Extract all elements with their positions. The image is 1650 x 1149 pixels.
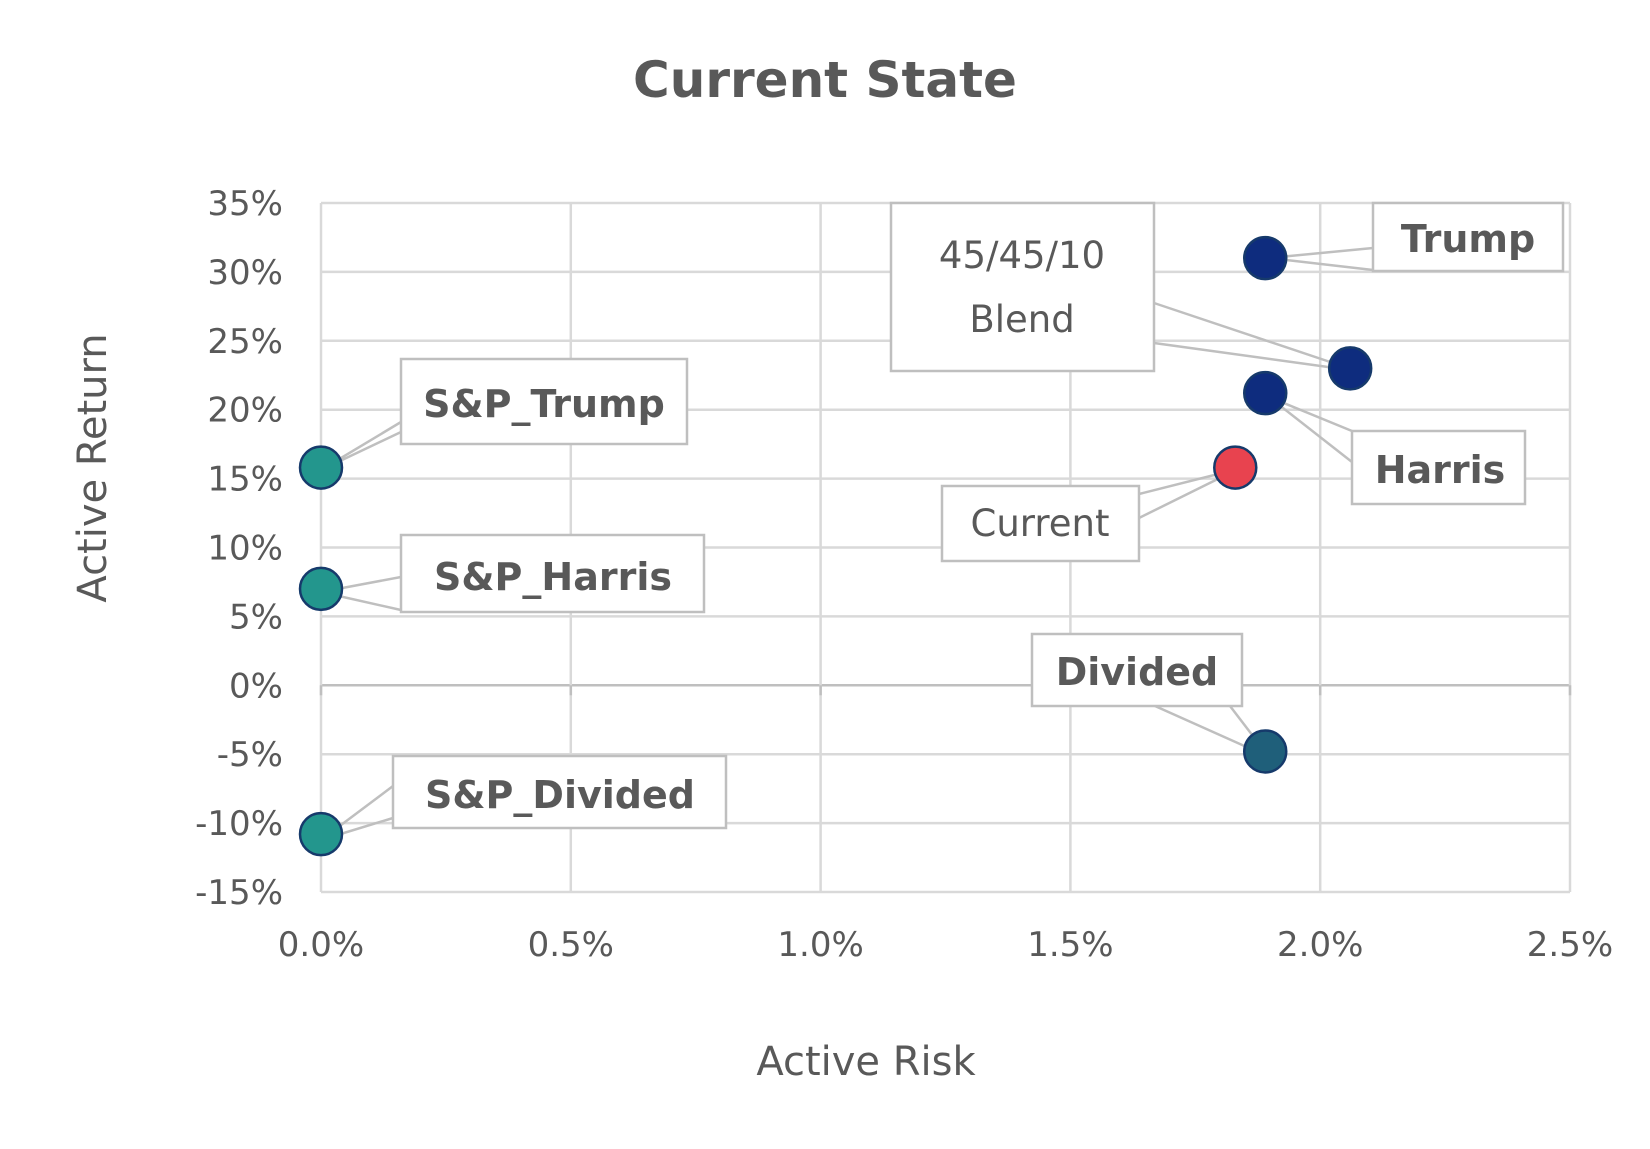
y-tick-label: -15%	[195, 873, 283, 913]
point-harris	[1242, 370, 1288, 416]
point-45-45-10-blend	[1327, 346, 1373, 391]
data-label-45-45-10-blend: 45/45/10	[939, 234, 1105, 277]
y-tick-label: 10%	[207, 529, 283, 569]
y-tick-label: 0%	[229, 666, 283, 706]
point-s-p-harris	[298, 566, 344, 612]
y-axis-title: Active Return	[70, 333, 116, 602]
x-tick-label: 1.0%	[777, 925, 863, 965]
x-tick-label: 2.5%	[1527, 925, 1613, 965]
data-label-box-s-p-harris	[399, 533, 706, 614]
y-tick-label: -5%	[217, 735, 283, 775]
data-label-divided: Divided	[1056, 650, 1219, 694]
point-current	[1213, 445, 1258, 490]
point-trump	[1242, 235, 1288, 281]
data-label-trump: Trump	[1401, 217, 1535, 261]
chart-title: Current State	[633, 51, 1017, 109]
point-s-p-trump	[298, 445, 344, 490]
point-divided	[1242, 729, 1288, 774]
data-label-box-divided	[1030, 632, 1244, 708]
data-label-current: Current	[971, 502, 1110, 545]
label-leader-45-45-10-blend	[1153, 301, 1358, 373]
x-tick-label: 0.0%	[278, 925, 364, 965]
data-labels: Trump 45/45/10 Blend Harris Current Divided S&…	[391, 201, 1565, 830]
x-tick-label: 1.5%	[1027, 925, 1113, 965]
data-label-s-p-divided: S&P_Divided	[425, 773, 695, 817]
data-label-45-45-10-blend: Blend	[969, 298, 1074, 341]
data-label-box-45-45-10-blend	[889, 201, 1156, 373]
data-label-box-current	[940, 484, 1141, 563]
y-axis-ticks: 35% 30% 25% 20% 15% 10% 5% 0% -5% -10% -15%	[195, 184, 283, 913]
data-points	[298, 235, 1373, 857]
data-label-box-harris	[1350, 429, 1527, 506]
data-label-box-s-p-trump	[399, 357, 689, 446]
point-s-p-divided	[298, 811, 344, 857]
y-tick-label: -10%	[195, 804, 283, 844]
data-label-harris: Harris	[1375, 448, 1506, 492]
x-tick-label: 2.0%	[1277, 925, 1363, 965]
y-tick-label: 35%	[207, 184, 283, 224]
x-axis-title: Active Risk	[756, 1039, 976, 1085]
data-label-box-trump	[1371, 201, 1565, 273]
y-tick-label: 15%	[207, 460, 283, 500]
x-tick-label: 0.5%	[528, 925, 614, 965]
data-label-box-s-p-divided	[391, 754, 728, 830]
y-tick-label: 30%	[207, 253, 283, 293]
y-tick-label: 5%	[229, 597, 283, 637]
x-axis-ticks: 0.0% 0.5% 1.0% 1.5% 2.0% 2.5%	[278, 925, 1613, 965]
y-tick-label: 20%	[207, 391, 283, 431]
data-label-s-p-harris: S&P_Harris	[434, 555, 672, 599]
y-tick-label: 25%	[207, 322, 283, 362]
data-label-s-p-trump: S&P_Trump	[423, 382, 665, 426]
